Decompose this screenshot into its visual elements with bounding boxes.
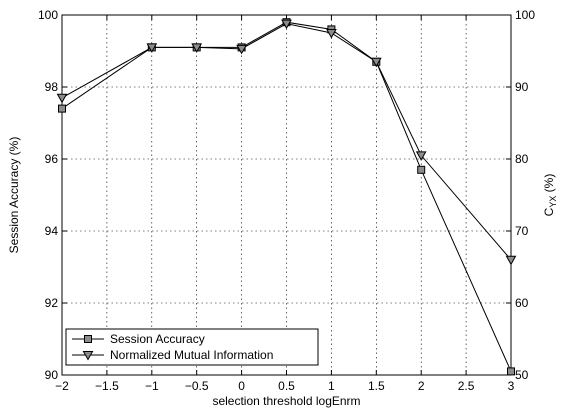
legend-entries: Session Accuracy Normalized Mutual Inform…	[72, 332, 273, 362]
legend-entry: Session Accuracy	[72, 332, 205, 346]
x-tick-label: 2	[418, 379, 425, 393]
data-point	[146, 43, 158, 53]
data-point	[82, 351, 94, 361]
data-point	[236, 44, 247, 55]
legend: Session Accuracy Normalized Mutual Inform…	[65, 328, 319, 366]
y2-tick-label: 80	[515, 152, 529, 166]
legend-label: Session Accuracy	[110, 332, 205, 346]
legend-label: Normalized Mutual Information	[110, 348, 273, 362]
y2-tick-label: 90	[515, 80, 529, 94]
x-tick-label: −2	[55, 379, 69, 393]
y-tick-label: 90	[45, 368, 59, 382]
y2-tick-label: 100	[515, 8, 535, 22]
x-tick-label: 0	[238, 379, 245, 393]
y2-tick-label: 60	[515, 296, 529, 310]
y-tick-label: 92	[45, 296, 59, 310]
y-tick-label: 98	[45, 80, 59, 94]
y-tick-label: 96	[45, 152, 59, 166]
x-tick-label: −1.5	[95, 379, 119, 393]
data-point	[415, 151, 427, 161]
y2-axis-label-unit: (%)	[542, 174, 556, 196]
legend-entry: Normalized Mutual Information	[72, 348, 273, 362]
data-point	[84, 335, 92, 343]
data-point	[58, 104, 66, 113]
data-point	[370, 57, 382, 68]
y2-axis-label-main: C	[542, 207, 556, 216]
y-tick-label: 100	[38, 8, 58, 22]
data-point	[281, 19, 292, 30]
data-point	[326, 29, 337, 39]
data-point	[56, 93, 68, 104]
x-tick-label: 0.5	[278, 379, 295, 393]
x-tick-label: 1	[328, 379, 335, 393]
x-tick-label: 1.5	[368, 379, 385, 393]
x-tick-label: 2.5	[458, 379, 475, 393]
y-axis-left: 90 92 94 96 98 100	[38, 8, 67, 382]
series	[56, 18, 517, 376]
y2-tick-label: 50	[515, 368, 529, 382]
y2-tick-label: 70	[515, 224, 529, 238]
data-point	[417, 165, 426, 174]
legend-box	[65, 328, 319, 366]
x-axis: −2 −1.5 −1 −0.5 0 0.5 1 1.5 2 2.5 3	[55, 15, 515, 393]
data-point	[507, 367, 515, 376]
y-axis-label: Session Accuracy (%)	[7, 137, 21, 254]
y-axis-right: 50 60 70 80 90 100	[506, 8, 535, 382]
y-tick-label: 94	[45, 224, 59, 238]
x-tick-label: 3	[508, 379, 515, 393]
series-normalized-mutual-information	[56, 19, 517, 266]
data-point	[191, 43, 203, 53]
y2-axis-label: CYX (%)	[542, 174, 558, 217]
x-tick-label: −1	[145, 379, 159, 393]
data-point	[505, 255, 517, 266]
y2-axis-label-sub: YX	[548, 196, 558, 208]
x-axis-label: selection threshold logEnrm	[212, 394, 360, 408]
x-tick-label: −0.5	[185, 379, 209, 393]
grid-lines	[62, 15, 511, 375]
